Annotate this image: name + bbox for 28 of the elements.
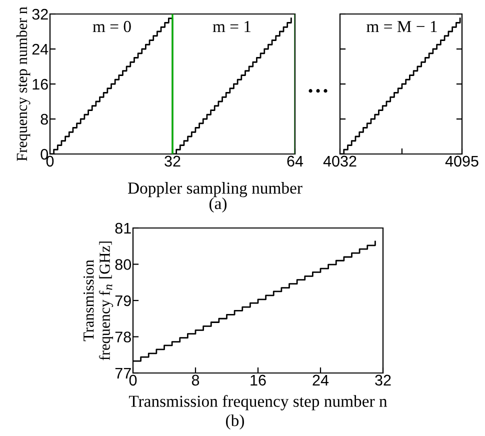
annotation: m = 1: [212, 21, 251, 32]
x-tick-label: 8: [192, 374, 200, 386]
y-axis-title: Frequency step number n: [16, 6, 30, 161]
annotation: m = 0: [92, 20, 131, 32]
y-tick-label: 8: [40, 114, 48, 125]
y-tick-label: 78: [115, 332, 131, 342]
x-tick-label: 4032: [323, 156, 356, 167]
y-tick-label: 80: [115, 259, 132, 270]
x-tick-label: 32: [375, 374, 391, 386]
x-axis-title: Transmission frequency step number n: [128, 395, 388, 410]
y-tick-label: 16: [32, 78, 48, 90]
x-tick-label: 4095: [445, 156, 478, 167]
text: (a): [209, 197, 227, 213]
y-axis-title: Transmission frequency f$_{n}$ [GHz]: [83, 242, 114, 360]
x-tick-label: 16: [250, 374, 266, 386]
x-axis-title: Doppler sampling number: [128, 182, 302, 198]
y-tick-label: 79: [115, 295, 131, 306]
annotation: m = M − 1: [366, 21, 437, 32]
y-tick-label: 81: [115, 222, 131, 234]
text: …: [308, 89, 328, 93]
x-tick-label: 24: [312, 374, 329, 386]
y-tick-label: 77: [115, 368, 131, 379]
y-tick-label: 24: [32, 44, 48, 55]
text: (b): [226, 414, 244, 430]
y-tick-label: 0: [40, 148, 48, 160]
y-tick-label: 32: [32, 8, 48, 20]
x-tick-label: 64: [287, 156, 304, 167]
x-tick-label: 32: [164, 156, 180, 167]
